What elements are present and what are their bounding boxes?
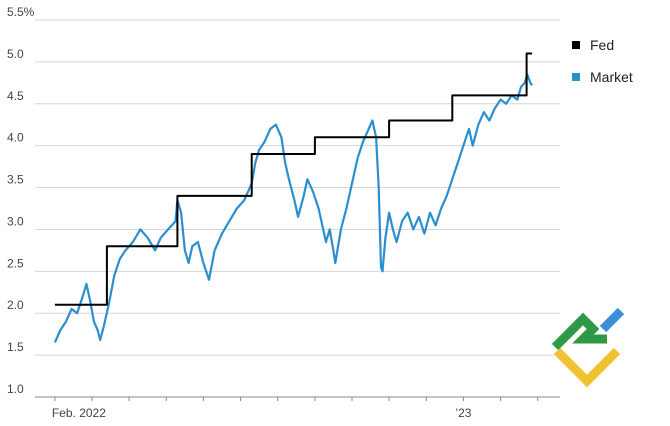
series-line-fed bbox=[54, 52, 533, 306]
logo-yellow-stroke bbox=[553, 347, 621, 388]
legend-swatch-fed bbox=[572, 41, 580, 49]
legend-label-market: Market bbox=[590, 69, 633, 85]
legend-label-fed: Fed bbox=[590, 37, 614, 53]
logo-blue-stroke bbox=[599, 307, 625, 333]
x-axis: Feb. 2022 ’23 bbox=[35, 396, 560, 420]
y-tick-label: 2.5 bbox=[7, 256, 24, 270]
x-tick-label: Feb. 2022 bbox=[52, 406, 106, 420]
legend-swatch-market bbox=[572, 73, 580, 81]
y-tick-label: 1.0 bbox=[7, 382, 24, 396]
y-tick-label: 3.0 bbox=[7, 214, 24, 228]
y-axis: 1.0 1.5 2.0 2.5 3.0 3.5 4.0 4.5 5.0 5.5% bbox=[7, 5, 35, 396]
x-tick-label: ’23 bbox=[455, 406, 471, 420]
logo-green-stroke bbox=[551, 312, 607, 351]
legend: Fed Market bbox=[572, 37, 633, 85]
y-tick-label: 2.0 bbox=[7, 298, 24, 312]
y-tick-label: 4.5 bbox=[7, 89, 24, 103]
y-tick-label: 5.5% bbox=[7, 5, 35, 19]
y-tick-label: 1.5 bbox=[7, 340, 24, 354]
gridlines bbox=[35, 19, 560, 398]
brand-logo bbox=[551, 307, 625, 388]
series-line-market bbox=[53, 73, 533, 343]
y-tick-label: 4.0 bbox=[7, 131, 24, 145]
y-tick-label: 3.5 bbox=[7, 173, 24, 187]
y-tick-label: 5.0 bbox=[7, 47, 24, 61]
series-lines bbox=[53, 52, 533, 343]
